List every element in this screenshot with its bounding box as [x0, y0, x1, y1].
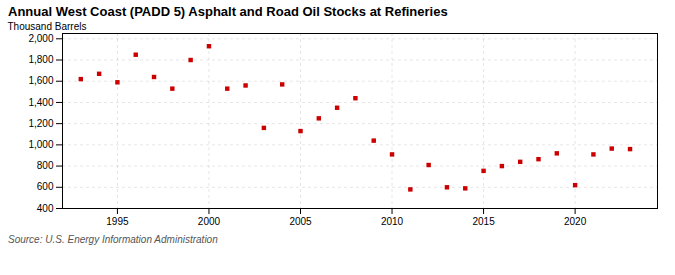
svg-text:2020: 2020: [564, 216, 587, 227]
html-text:Annual West Coast (PADD 5) Asp: Annual West Coast (PADD 5) Asphalt and R…: [8, 4, 448, 19]
svg-text:1,000: 1,000: [28, 139, 53, 150]
svg-text:1,800: 1,800: [28, 54, 53, 65]
svg-text:2,000: 2,000: [28, 33, 53, 44]
svg-text:600: 600: [37, 181, 54, 192]
svg-text:1,400: 1,400: [28, 97, 53, 108]
svg-text:2000: 2000: [198, 216, 221, 227]
svg-text:Thousand Barrels: Thousand Barrels: [8, 21, 87, 32]
svg-text:800: 800: [37, 160, 54, 171]
svg-text:1,600: 1,600: [28, 75, 53, 86]
svg-text:400: 400: [37, 203, 54, 214]
svg-text:2015: 2015: [472, 216, 495, 227]
svg-text:1995: 1995: [106, 216, 129, 227]
html-text:Source: U.S. Energy Informatio: Source: U.S. Energy Information Administ…: [8, 234, 218, 245]
svg-text:1,200: 1,200: [28, 118, 53, 129]
svg-text:2005: 2005: [289, 216, 312, 227]
svg-text:2010: 2010: [381, 216, 404, 227]
